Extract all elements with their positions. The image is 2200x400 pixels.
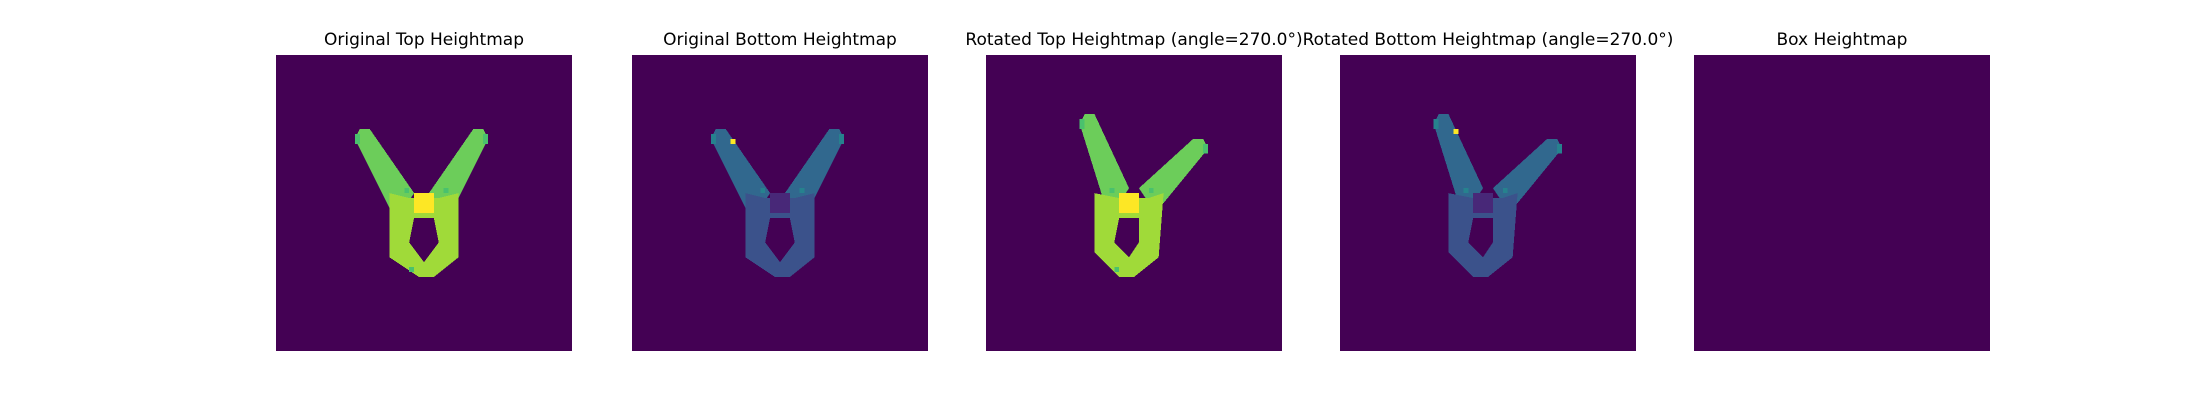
edge-pixel [409, 267, 415, 273]
panel-title: Original Bottom Heightmap [663, 30, 897, 50]
edge-pixel [483, 133, 489, 144]
core [770, 193, 790, 213]
edge-pixel [1463, 188, 1469, 194]
edge-pixel [799, 188, 805, 194]
edge-pixel [710, 133, 716, 144]
edge-pixel [1148, 188, 1154, 194]
inner-hole [1468, 217, 1493, 258]
core [1473, 193, 1493, 213]
core [414, 193, 434, 213]
edge-pixel [1433, 119, 1439, 129]
panel-rotated-bottom: Rotated Bottom Heightmap (angle=270.0°) [1303, 0, 1673, 400]
inner-hole [765, 217, 795, 263]
heatmap [986, 55, 1282, 351]
heatmap [1694, 55, 1990, 351]
edge-pixel [1079, 119, 1085, 129]
panel-box: Box Heightmap [1694, 0, 1990, 400]
panel-title: Original Top Heightmap [324, 30, 524, 50]
edge-pixel [839, 133, 845, 144]
edge-pixel [443, 188, 449, 194]
heatmap-canvas [1079, 114, 1208, 277]
right-arm [1492, 138, 1562, 203]
edge-pixel [760, 188, 766, 194]
edge-pixel [1557, 143, 1562, 154]
panel-original-bottom: Original Bottom Heightmap [632, 0, 928, 400]
panel-rotated-top: Rotated Top Heightmap (angle=270.0°) [965, 0, 1303, 400]
core [1119, 193, 1139, 213]
heatmap [276, 55, 572, 351]
spot [1453, 129, 1459, 134]
left-arm [1433, 114, 1484, 203]
inner-hole [409, 217, 439, 263]
panel-original-top: Original Top Heightmap [276, 0, 572, 400]
edge-pixel [1502, 188, 1508, 194]
edge-pixel [354, 133, 360, 144]
spot [730, 138, 736, 144]
heatmap [632, 55, 928, 351]
heatmap-canvas [710, 129, 845, 277]
heatmap-canvas [354, 129, 489, 277]
heatmap-canvas [1433, 114, 1562, 277]
edge-pixel [1114, 267, 1120, 273]
left-arm [354, 129, 415, 208]
heatmap [1340, 55, 1636, 351]
panel-title: Rotated Bottom Heightmap (angle=270.0°) [1302, 30, 1674, 50]
left-arm [710, 129, 771, 208]
panel-title: Box Heightmap [1776, 30, 1908, 50]
edge-pixel [404, 188, 410, 194]
left-arm [1079, 114, 1130, 203]
panel-title: Rotated Top Heightmap (angle=270.0°) [965, 30, 1303, 50]
edge-pixel [1203, 143, 1208, 154]
edge-pixel [1109, 188, 1115, 194]
inner-hole [1114, 217, 1139, 258]
right-arm [1138, 138, 1208, 203]
